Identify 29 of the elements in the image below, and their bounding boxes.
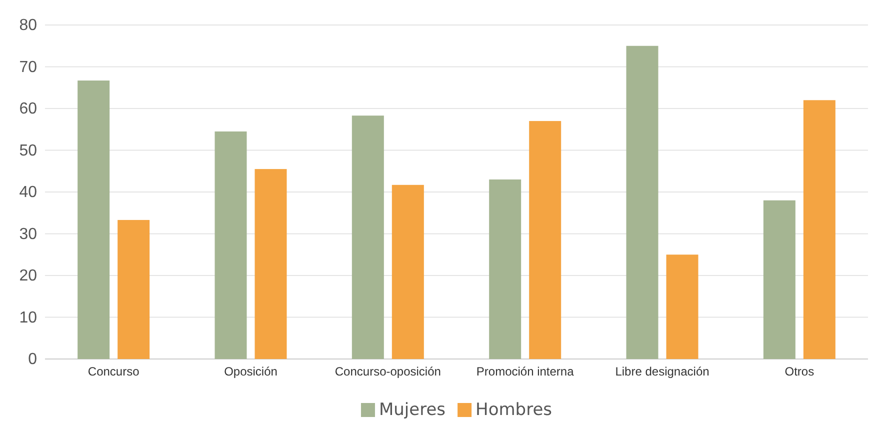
bar (118, 220, 150, 359)
y-tick-label: 20 (19, 268, 38, 285)
y-tick-label: 40 (19, 184, 38, 202)
x-tick-label: Oposición (224, 364, 278, 379)
bar (489, 179, 522, 359)
x-tick-label: Promoción interna (476, 364, 574, 379)
x-tick-label: Libre designación (615, 364, 710, 379)
y-tick-label: 80 (19, 17, 38, 34)
bar (626, 46, 658, 359)
bar (352, 116, 384, 359)
legend-label: Hombres (476, 400, 552, 420)
bar (392, 184, 424, 359)
y-tick-label: 60 (19, 100, 38, 118)
y-tick-label: 50 (19, 142, 38, 160)
x-tick-label: Concurso (88, 364, 140, 379)
bar (214, 131, 247, 359)
bar (763, 200, 796, 359)
y-tick-label: 0 (28, 351, 38, 368)
bar (254, 169, 287, 359)
legend-label: Mujeres (378, 400, 446, 420)
y-tick-label: 10 (19, 309, 38, 326)
bar (666, 254, 698, 359)
bar (78, 80, 110, 359)
x-tick-label: Concurso-oposición (334, 364, 441, 379)
bar (803, 100, 836, 359)
y-tick-label: 70 (19, 58, 38, 76)
bar (529, 121, 562, 359)
x-tick-label: Otros (784, 364, 814, 379)
y-tick-label: 30 (19, 226, 38, 243)
